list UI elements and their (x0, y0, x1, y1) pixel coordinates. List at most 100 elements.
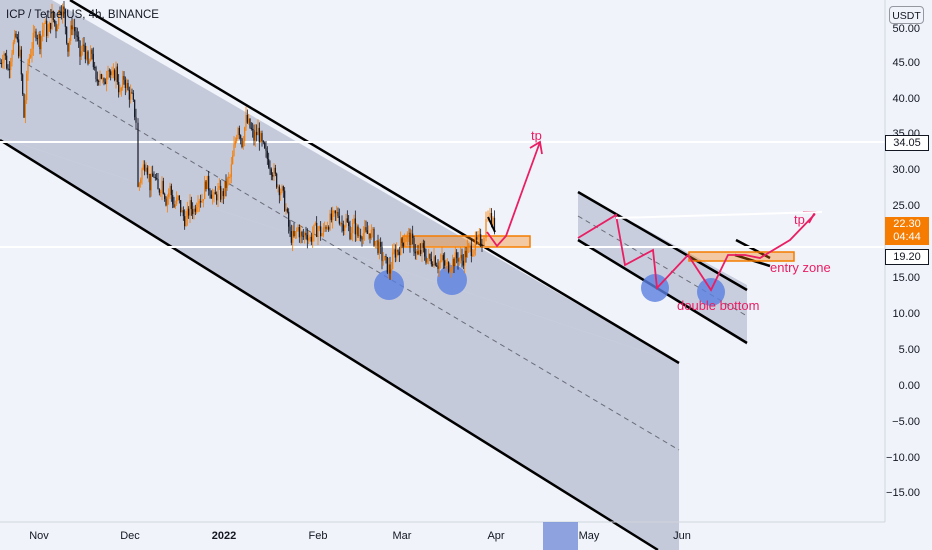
candle-body (468, 245, 470, 248)
candle-body (104, 81, 106, 85)
tp-label-projection[interactable]: tp (794, 212, 805, 227)
candle-body (390, 268, 392, 274)
candle-body (353, 218, 355, 224)
candle-body (185, 217, 187, 227)
candle-body (82, 44, 84, 52)
candle-body (297, 226, 299, 231)
candle-body (378, 242, 380, 254)
candle-body (39, 34, 41, 50)
double-bottom-circle-2[interactable] (697, 278, 725, 306)
candle-body (141, 169, 143, 180)
candle-body (334, 210, 336, 214)
candle-body (289, 226, 291, 232)
currency-badge[interactable]: USDT (889, 6, 924, 24)
candle-body (481, 244, 483, 246)
channel-mid-line (19, 59, 680, 451)
candlestick-series[interactable] (0, 0, 496, 280)
candle-body (449, 271, 451, 273)
candle-body (478, 234, 480, 236)
candle-body (369, 233, 371, 239)
double-bottom-circle-1[interactable] (641, 274, 669, 302)
candle-body (50, 22, 52, 29)
candle-body (474, 237, 476, 251)
candle-body (238, 127, 240, 136)
entry-zone-label[interactable]: entry zone (770, 260, 831, 275)
candle-body (83, 44, 85, 46)
candle-body (201, 200, 203, 203)
candle-body (412, 233, 414, 238)
candle-body (43, 23, 45, 31)
price-tick: −10.00 (886, 452, 920, 464)
candle-body (103, 78, 105, 82)
candle-body (446, 262, 448, 265)
level-34-price-tag: 34.05 (885, 135, 929, 151)
candle-body (290, 231, 292, 243)
candle-body (257, 127, 259, 136)
candle-body (2, 62, 4, 64)
candle-body (366, 230, 368, 234)
candle-body (242, 141, 244, 147)
candle-body (361, 238, 363, 240)
candle-body (123, 75, 125, 80)
candle-body (168, 192, 170, 198)
candle-body (19, 49, 21, 57)
candle-body (20, 49, 22, 75)
breakout-zone[interactable] (402, 235, 531, 248)
candle-body (162, 180, 164, 194)
candle-body (118, 81, 120, 93)
candle-body (433, 256, 435, 266)
candle-body (116, 66, 118, 82)
candle-body (273, 167, 275, 177)
double-bottom-label[interactable]: double bottom (677, 298, 760, 313)
candle-body (425, 256, 427, 263)
bottom-circle-1[interactable] (374, 270, 404, 300)
projection-path-main[interactable] (486, 141, 541, 248)
candle-body (106, 77, 108, 85)
channel-upper-line[interactable] (69, 0, 680, 365)
candle-body (205, 181, 207, 189)
candle-body (342, 224, 344, 232)
candle-body (228, 176, 230, 179)
candle-body (173, 204, 175, 208)
projection-path-zigzag[interactable] (577, 213, 816, 292)
bottom-circle-2[interactable] (437, 265, 467, 295)
candle-body (27, 62, 29, 74)
candle-body (380, 242, 382, 247)
candle-body (42, 30, 44, 37)
candle-body (325, 227, 327, 229)
candle-body (64, 9, 66, 27)
candle-body (264, 142, 266, 148)
candle-body (217, 188, 219, 201)
candle-body (472, 254, 474, 257)
candle-body (7, 68, 9, 70)
candle-body (373, 229, 375, 246)
candle-body (142, 164, 144, 170)
candle-body (329, 213, 331, 230)
candle-body (477, 235, 479, 240)
candle-body (483, 237, 485, 245)
candle-body (131, 92, 133, 94)
candle-body (144, 164, 146, 172)
candle-body (398, 251, 400, 255)
tp-label-main[interactable]: tp (531, 128, 542, 143)
candle-body (72, 27, 74, 30)
candle-body (126, 82, 128, 88)
candle-body (208, 175, 210, 191)
candle-body (209, 190, 211, 195)
candle-body (288, 211, 290, 227)
candle-body (365, 227, 367, 231)
candle-body (372, 229, 374, 231)
candle-body (88, 61, 90, 64)
candle-body (0, 63, 2, 65)
candle-body (94, 67, 96, 69)
candle-body (458, 258, 460, 262)
candle-body (127, 82, 129, 90)
candle-body (332, 210, 334, 221)
symbol-title[interactable]: ICP / TetherUS, 4h, BINANCE (6, 9, 159, 21)
candle-body (424, 247, 426, 257)
channel-lower-line[interactable] (0, 138, 659, 550)
target-line[interactable] (615, 211, 823, 219)
candle-body (318, 226, 320, 229)
